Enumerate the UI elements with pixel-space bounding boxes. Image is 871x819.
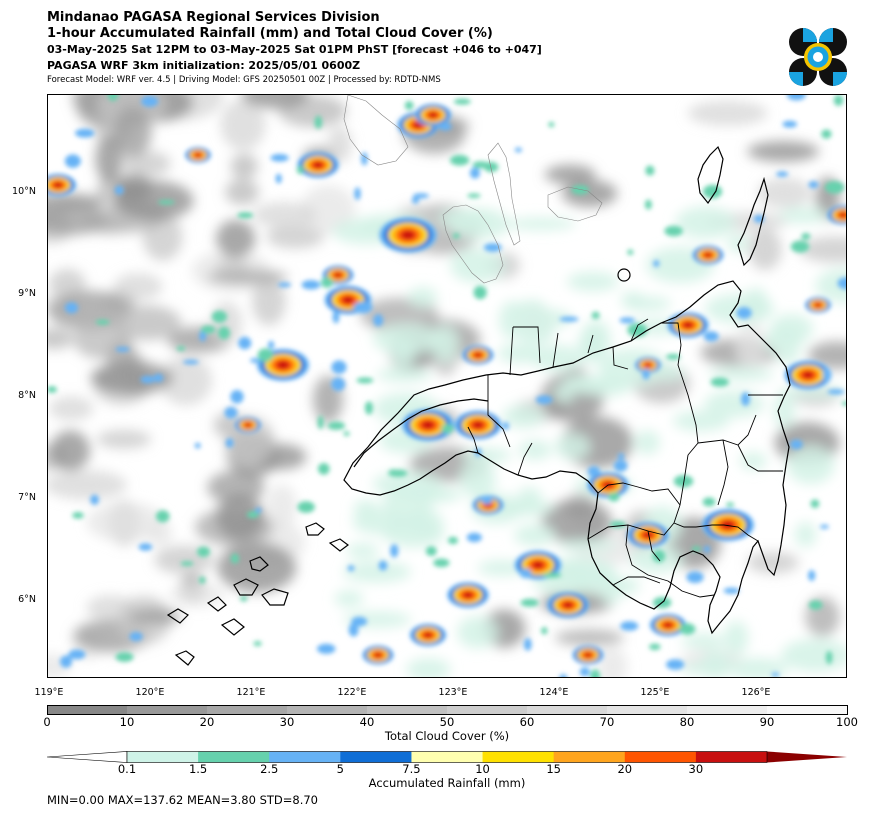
map-canvas xyxy=(48,95,846,677)
leyte-coastline xyxy=(697,145,724,205)
rain-colorbar-segment xyxy=(482,751,555,763)
cloud-colorbar-segment xyxy=(207,705,288,715)
model-info: Forecast Model: WRF ver. 4.5 | Driving M… xyxy=(47,75,441,85)
coastline-layer xyxy=(166,95,791,666)
lon-label-123e: 123°E xyxy=(438,687,468,698)
rain-colorbar-label: Accumulated Rainfall (mm) xyxy=(368,776,526,790)
cloud-colorbar-tick: 30 xyxy=(279,715,295,729)
cloud-colorbar-tick: 80 xyxy=(679,715,695,729)
rain-colorbar-tick: 5 xyxy=(336,762,344,776)
rain-colorbar-segment xyxy=(624,751,697,763)
cloud-colorbar-tick: 40 xyxy=(359,715,375,729)
lat-label-10n: 10°N xyxy=(12,186,36,197)
cloud-colorbar-tick: 50 xyxy=(439,715,455,729)
panay-coastline xyxy=(343,95,409,166)
lon-label-119e: 119°E xyxy=(34,687,64,698)
map-title: Mindanao PAGASA Regional Services Divisi… xyxy=(47,10,380,25)
pagasa-logo-icon xyxy=(789,28,847,86)
cloud-colorbar-tick: 0 xyxy=(43,715,51,729)
rain-colorbar-segment xyxy=(127,751,199,763)
rain-colorbar-max-extend xyxy=(767,751,847,763)
rain-colorbar-tick: 30 xyxy=(688,762,704,776)
sulu-islands xyxy=(166,522,349,666)
initialization-time: PAGASA WRF 3km initialization: 2025/05/0… xyxy=(47,59,361,72)
cloud-colorbar-segment xyxy=(687,705,768,715)
rain-colorbar-segment xyxy=(553,751,626,763)
surigao-coastline xyxy=(737,176,769,267)
lat-label-6n: 6°N xyxy=(18,594,36,605)
rain-colorbar-tick: 0.1 xyxy=(117,762,137,776)
weather-map xyxy=(47,94,847,678)
rain-colorbar-min-extend xyxy=(47,751,128,763)
rain-colorbar-tick: 2.5 xyxy=(260,762,279,776)
rainfall-colorbar xyxy=(47,751,847,763)
cloud-colorbar-tick: 90 xyxy=(759,715,775,729)
cloud-colorbar-segment xyxy=(47,705,128,715)
rain-colorbar-segment xyxy=(269,751,341,763)
cloud-colorbar-label: Total Cloud Cover (%) xyxy=(384,729,510,743)
rain-colorbar-segment xyxy=(198,751,270,763)
lat-label-7n: 7°N xyxy=(18,492,36,503)
rain-colorbar-segment xyxy=(340,751,412,763)
lat-label-8n: 8°N xyxy=(18,390,36,401)
cloud-colorbar-tick: 70 xyxy=(599,715,615,729)
lon-label-124e: 124°E xyxy=(539,687,569,698)
cloud-cover-colorbar xyxy=(47,705,848,715)
rain-colorbar-tick: 10 xyxy=(475,762,490,776)
cloud-colorbar-segment xyxy=(367,705,448,715)
rain-colorbar-tick: 1.5 xyxy=(188,762,208,776)
province-boundaries xyxy=(467,318,783,598)
cloud-colorbar-segment xyxy=(607,705,688,715)
rain-colorbar-tick: 15 xyxy=(546,762,561,776)
rain-colorbar-tick: 20 xyxy=(617,762,633,776)
lon-label-121e: 121°E xyxy=(236,687,266,698)
cloud-colorbar-tick: 100 xyxy=(836,715,858,729)
cloud-colorbar-tick: 20 xyxy=(199,715,215,729)
lat-label-9n: 9°N xyxy=(18,288,36,299)
valid-time: 03-May-2025 Sat 12PM to 03-May-2025 Sat … xyxy=(47,43,542,56)
cloud-colorbar-segment xyxy=(527,705,608,715)
cebu-coastline xyxy=(487,142,521,246)
rain-colorbar-tick: 7.5 xyxy=(402,762,421,776)
rainfall-layer xyxy=(48,95,846,677)
cloud-cover-layer xyxy=(48,95,846,677)
lon-label-122e: 122°E xyxy=(337,687,367,698)
statistics-summary: MIN=0.00 MAX=137.62 MEAN=3.80 STD=8.70 xyxy=(47,793,318,807)
cloud-colorbar-tick: 10 xyxy=(119,715,135,729)
cloud-colorbar-segment xyxy=(447,705,528,715)
lon-label-125e: 125°E xyxy=(640,687,670,698)
cloud-colorbar-segment xyxy=(127,705,208,715)
rain-colorbar-segment xyxy=(695,751,768,763)
camiguin-island xyxy=(617,268,631,282)
negros-coastline xyxy=(442,204,504,284)
rain-colorbar-segment xyxy=(411,751,484,763)
cloud-colorbar-segment xyxy=(767,705,848,715)
lon-label-126e: 126°E xyxy=(741,687,771,698)
zamboanga-peninsula-line xyxy=(353,398,489,468)
bohol-coastline xyxy=(547,186,603,222)
cloud-colorbar-segment xyxy=(287,705,368,715)
cloud-colorbar-tick: 60 xyxy=(519,715,535,729)
lon-label-120e: 120°E xyxy=(135,687,165,698)
map-subtitle: 1-hour Accumulated Rainfall (mm) and Tot… xyxy=(47,26,493,41)
